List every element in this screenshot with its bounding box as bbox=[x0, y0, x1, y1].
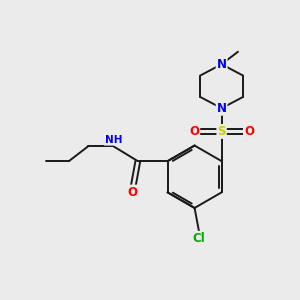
Text: O: O bbox=[189, 125, 199, 138]
Text: NH: NH bbox=[105, 135, 122, 145]
Text: O: O bbox=[244, 125, 254, 138]
Text: O: O bbox=[127, 186, 137, 199]
Text: Cl: Cl bbox=[193, 232, 206, 245]
Text: S: S bbox=[218, 125, 226, 138]
Text: N: N bbox=[217, 58, 226, 71]
Text: N: N bbox=[217, 102, 226, 115]
